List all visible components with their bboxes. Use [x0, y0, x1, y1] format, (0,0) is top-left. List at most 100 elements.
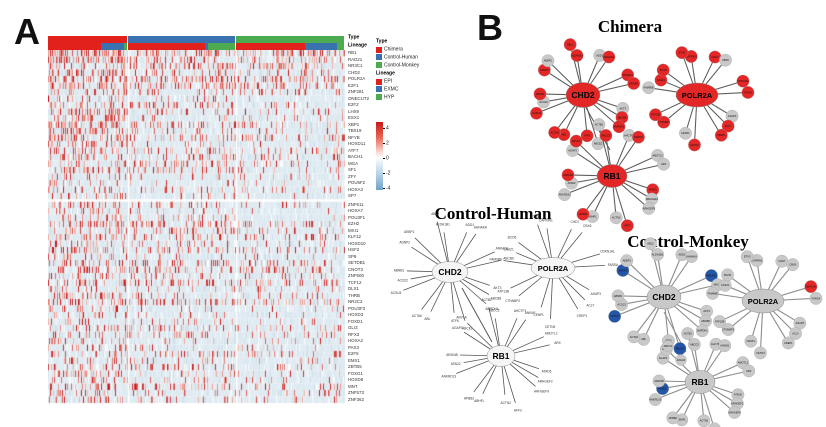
satellite-label: ARHGEF9 [728, 410, 741, 414]
satellite-label: ATAD5 [542, 369, 552, 373]
satellite-label: CBX6 [789, 263, 796, 267]
satellite-label: AKT3 [493, 286, 501, 290]
hub-node-CHD2 [565, 82, 601, 108]
satellite-node [541, 54, 555, 68]
gene-label: ZNF362 [348, 397, 364, 402]
satellite-label: ANKAD1 [622, 73, 633, 77]
gene-label: ONECUT2 [348, 96, 370, 101]
satellite-label: ABHFL [474, 399, 485, 403]
legend-swatch [376, 86, 382, 93]
satellite-label: ATP13B [651, 113, 661, 117]
satellite-label: CHD7 [711, 55, 719, 59]
gene-label: PAX3 [348, 345, 359, 350]
satellite-label: FARSA [744, 90, 753, 94]
gene-label: ZBTB5 [348, 364, 362, 370]
satellite-node [675, 46, 689, 59]
satellite-node [648, 393, 662, 406]
heatmap-canvas [48, 50, 345, 404]
satellite-label: ACLY [792, 331, 799, 335]
satellite-node [728, 406, 741, 419]
colorbar-tick-mark [383, 158, 385, 159]
satellite-label: CASZ1 [721, 283, 730, 287]
gene-label: E2F5 [348, 351, 359, 357]
satellite-label: CTNNBP2 [658, 120, 671, 124]
satellite-label: ABHFL [678, 418, 687, 422]
satellite-label: APBB2 [579, 212, 588, 216]
gene-label: E2F2 [348, 102, 359, 108]
control-human-title: Control-Human [434, 204, 552, 223]
satellite-node [533, 87, 547, 101]
satellite-node [608, 309, 622, 323]
satellite-label: ASAP3 [591, 292, 602, 296]
satellite-label: ATP13B [715, 319, 725, 323]
satellite-label: CDKN1AL [805, 284, 818, 288]
satellite-node [563, 38, 577, 51]
satellite-label: CENPL [747, 339, 756, 343]
satellite-label: ASAP3 [796, 321, 805, 325]
gene-label: NFYB [348, 135, 360, 140]
gene-label: HOXD8 [348, 377, 364, 383]
satellite-label: ACTB2 [595, 123, 604, 127]
satellite-label: ARHGEF2 [538, 380, 553, 384]
gene-label: HOXA7 [348, 208, 363, 214]
gene-label: RFX3 [348, 332, 360, 337]
annotation-segment [236, 43, 305, 50]
satellite-label: ANKM1 [634, 135, 643, 139]
satellite-label: ABCE1 [462, 326, 473, 330]
hub-label: POLR2A [748, 297, 779, 306]
gene-label: HOXD11 [348, 141, 366, 147]
gene-label: NR2C2 [348, 299, 363, 305]
annotation-segment [337, 43, 345, 50]
satellite-label: ACO22 [617, 302, 626, 306]
satellite-label: ACSU3 [532, 111, 541, 115]
chain-node-label: APHA3 [677, 358, 686, 362]
satellite-label: ARX [661, 162, 667, 166]
gene-label: HOXD10 [348, 241, 366, 246]
satellite-label: ABCB9 [713, 283, 722, 287]
satellite-label: ABL [424, 317, 430, 321]
satellite-label: CREP1 [577, 314, 588, 318]
satellite-node [642, 81, 655, 95]
satellite-label: ACLY [725, 124, 732, 128]
satellite-label: ANKRD13 [649, 397, 662, 401]
control-monkey-title: Control-Monkey [627, 232, 749, 251]
satellite-label: ALDH1B1 [652, 252, 664, 256]
satellite-label: CAPRIN1 [539, 219, 553, 223]
satellite-label: CENPL [681, 131, 690, 135]
satellite-label: ALDH1B1 [436, 223, 450, 227]
satellite-label: ABCC5 [602, 133, 611, 137]
gene-label: KLF12 [348, 234, 361, 240]
gene-label: MXI1 [348, 228, 359, 233]
satellite-node [657, 115, 671, 129]
annotation-segment [128, 43, 205, 50]
satellite-label: ATAD5 [649, 188, 658, 192]
satellite-label: CENPL [534, 313, 545, 317]
satellite-node [609, 211, 623, 225]
satellite-label: AMOTL2 [652, 153, 663, 157]
satellite-label: ETV3 [744, 255, 751, 259]
satellite-label: ATAD5 [734, 393, 743, 397]
satellite-label: AEBP1 [544, 59, 553, 63]
satellite-label: ABL2 [431, 212, 439, 216]
satellite-node [695, 324, 709, 338]
satellite-label: ABCB9 [629, 81, 638, 85]
satellite-node [602, 50, 616, 64]
satellite-label: ARID4B [654, 379, 664, 383]
gene-label: ZNF573 [348, 390, 364, 396]
satellite-node [656, 63, 670, 77]
satellite-label: CDKN1AL [737, 79, 750, 83]
satellite-label: AHNAKA [686, 254, 697, 258]
satellite-label: ATF6 [584, 134, 591, 138]
hub-node-POLR2A [741, 288, 785, 314]
gene-label: RB1 [348, 50, 357, 56]
gene-label: MGA [348, 161, 359, 166]
satellite-node [666, 411, 680, 425]
gene-label: CHD2 [348, 70, 360, 75]
satellite-node [649, 108, 662, 122]
hub-node-POLR2A [530, 257, 576, 279]
